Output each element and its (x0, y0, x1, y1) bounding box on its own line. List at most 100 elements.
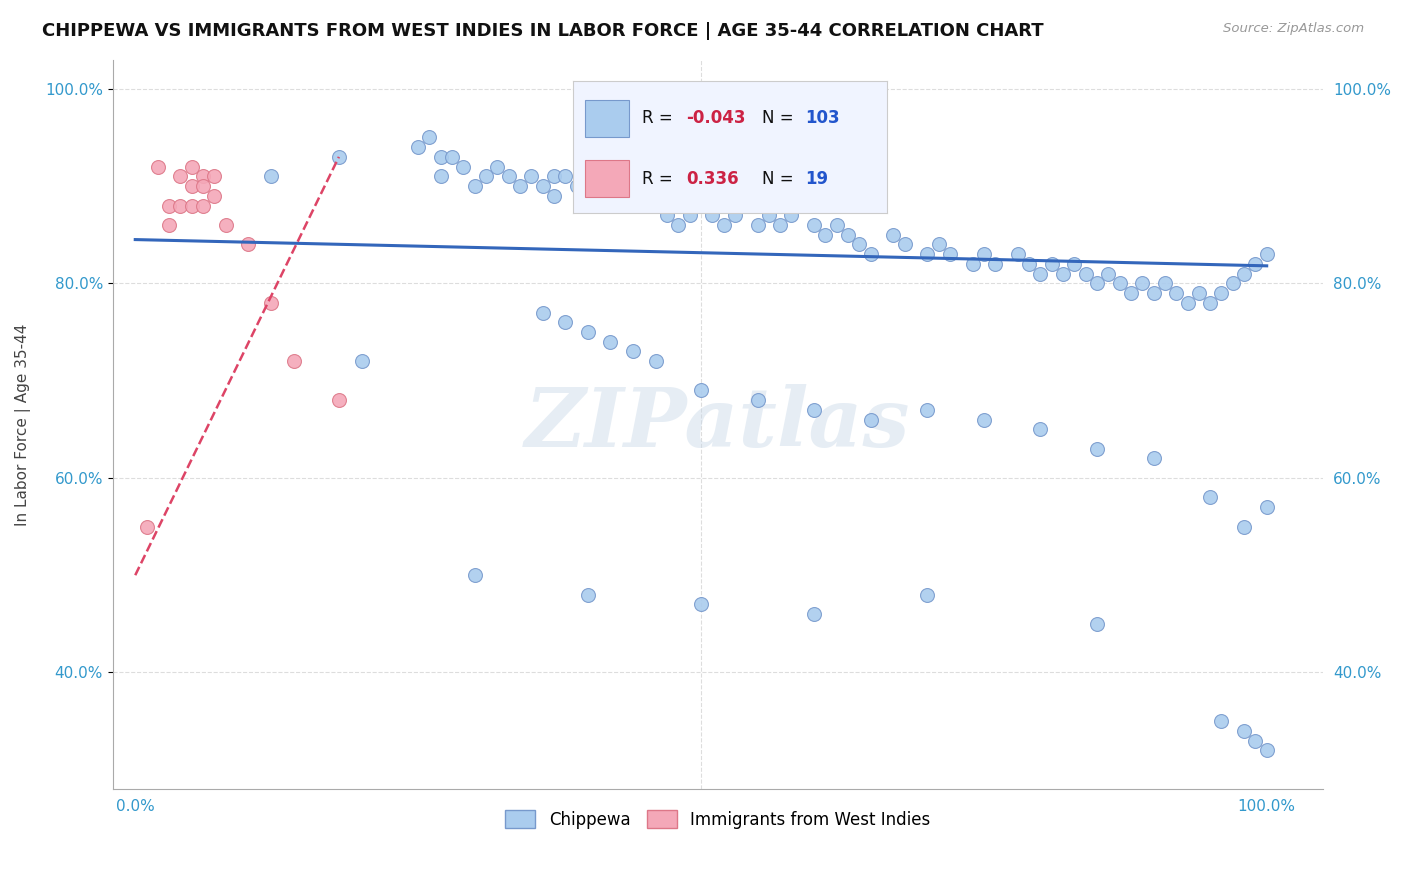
Point (191, 179, 214, 194)
Point (531, 305, 554, 319)
Legend: Chippewa, Immigrants from West Indies: Chippewa, Immigrants from West Indies (499, 804, 938, 836)
Text: ZIPatlas: ZIPatlas (526, 384, 911, 465)
Point (1256, 500, 1278, 514)
Point (418, 130, 440, 145)
Point (191, 198, 214, 212)
Point (464, 179, 486, 194)
Point (283, 354, 305, 368)
Point (350, 354, 373, 368)
Point (917, 247, 939, 261)
Point (1211, 286, 1233, 301)
Point (169, 169, 191, 184)
Point (565, 179, 588, 194)
Point (260, 295, 283, 310)
Text: CHIPPEWA VS IMMIGRANTS FROM WEST INDIES IN LABOR FORCE | AGE 35-44 CORRELATION C: CHIPPEWA VS IMMIGRANTS FROM WEST INDIES … (42, 22, 1043, 40)
Point (576, 325, 599, 339)
Point (633, 189, 655, 203)
Point (1188, 286, 1211, 301)
Point (917, 402, 939, 417)
Point (1018, 257, 1040, 271)
Point (973, 412, 995, 426)
Point (464, 568, 486, 582)
Point (1142, 451, 1164, 466)
Point (1085, 616, 1108, 631)
Point (939, 247, 962, 261)
Point (621, 198, 644, 212)
Point (1085, 277, 1108, 291)
Point (666, 218, 689, 232)
Point (917, 588, 939, 602)
Point (204, 189, 226, 203)
Point (238, 237, 260, 252)
Point (135, 519, 157, 533)
Point (1222, 277, 1244, 291)
Point (1029, 267, 1052, 281)
Point (1244, 257, 1267, 271)
Point (690, 384, 713, 398)
Point (610, 189, 633, 203)
Point (859, 247, 882, 261)
Point (180, 179, 202, 194)
Point (328, 150, 350, 164)
Point (690, 198, 713, 212)
Point (1074, 267, 1097, 281)
Point (814, 227, 837, 242)
Point (1233, 519, 1256, 533)
Point (655, 208, 678, 222)
Point (747, 393, 769, 408)
Point (531, 179, 554, 194)
Point (803, 218, 825, 232)
Point (758, 208, 780, 222)
Point (328, 393, 350, 408)
Point (1199, 295, 1222, 310)
Point (724, 208, 747, 222)
Point (406, 140, 429, 154)
Point (260, 169, 283, 184)
Point (803, 607, 825, 621)
Point (882, 227, 904, 242)
Point (441, 150, 464, 164)
Point (509, 179, 531, 194)
Point (429, 150, 451, 164)
Point (215, 218, 238, 232)
Point (180, 160, 202, 174)
Point (780, 208, 803, 222)
Point (576, 588, 599, 602)
Point (859, 412, 882, 426)
Point (576, 189, 599, 203)
Point (1119, 286, 1142, 301)
Point (1211, 714, 1233, 728)
Point (713, 218, 735, 232)
Point (702, 208, 724, 222)
Point (747, 218, 769, 232)
Point (1097, 267, 1119, 281)
Point (453, 160, 475, 174)
Point (1166, 286, 1188, 301)
Point (169, 198, 191, 212)
Point (1063, 257, 1085, 271)
Point (157, 218, 180, 232)
Point (1256, 743, 1278, 757)
Point (837, 227, 859, 242)
Point (1130, 277, 1153, 291)
Point (1244, 733, 1267, 747)
Point (498, 169, 520, 184)
Point (543, 189, 565, 203)
Y-axis label: In Labor Force | Age 35-44: In Labor Force | Age 35-44 (15, 323, 31, 525)
Point (644, 354, 666, 368)
Point (621, 344, 644, 359)
Point (1108, 277, 1130, 291)
Point (973, 247, 995, 261)
Point (191, 169, 214, 184)
Point (1040, 257, 1063, 271)
Point (848, 237, 870, 252)
Point (554, 169, 576, 184)
Point (599, 334, 621, 349)
Point (928, 237, 950, 252)
Point (146, 160, 169, 174)
Point (599, 179, 621, 194)
Point (1256, 247, 1278, 261)
Point (157, 198, 180, 212)
Point (1233, 267, 1256, 281)
Point (893, 237, 915, 252)
